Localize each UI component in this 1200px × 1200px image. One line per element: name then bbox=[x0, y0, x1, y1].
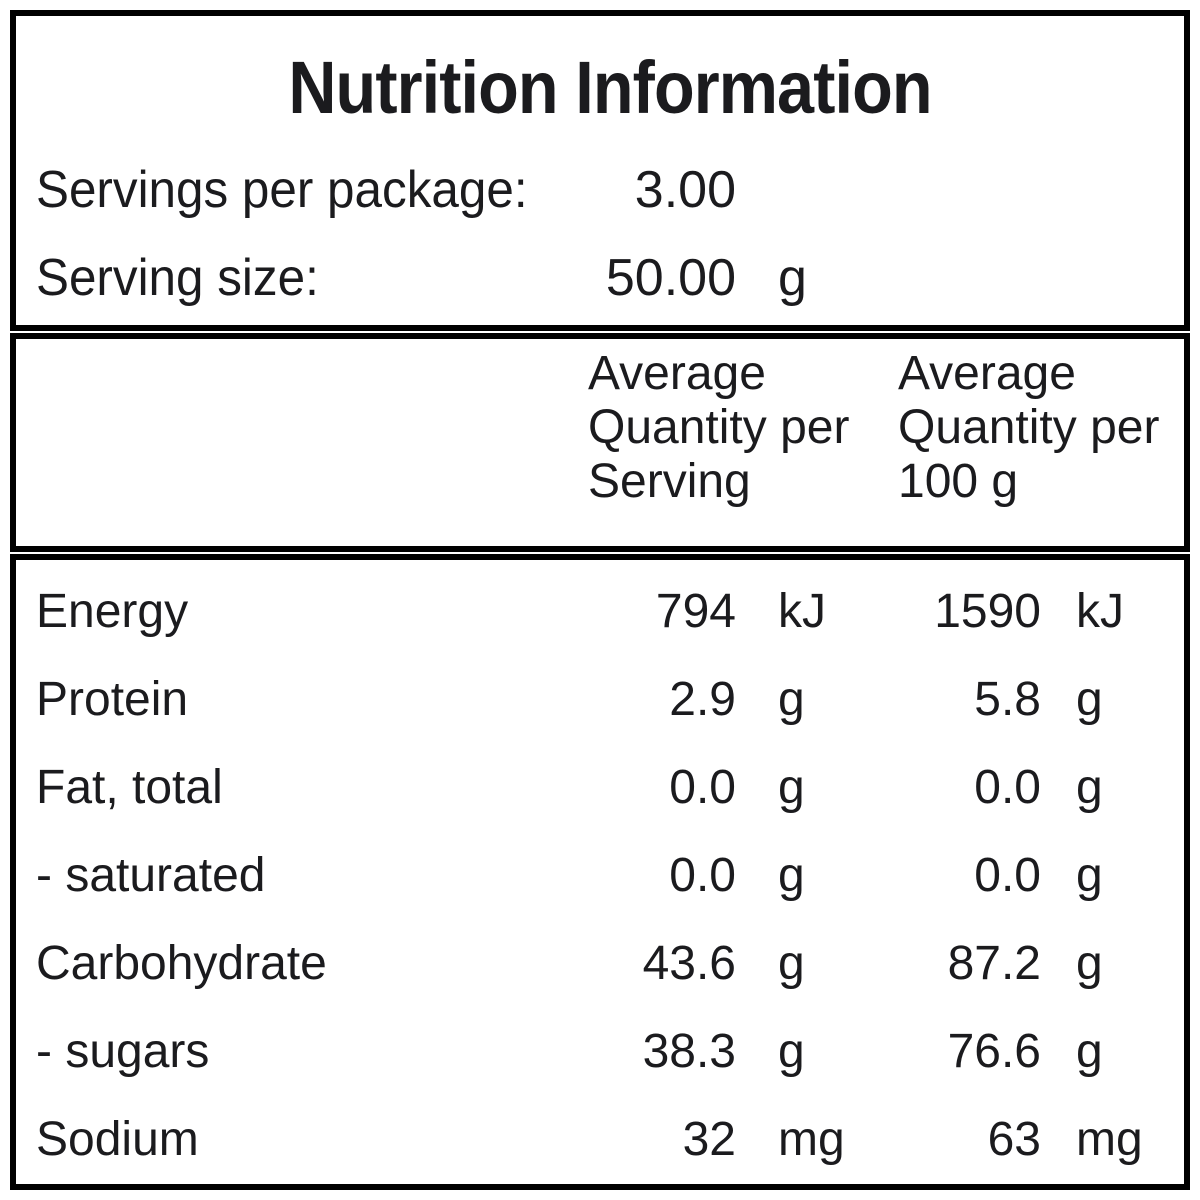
per-100g-value: 76.6 bbox=[947, 1025, 1041, 1078]
per-serving-unit: g bbox=[778, 937, 805, 990]
per-serving-column-header: Average Quantity per Serving bbox=[576, 347, 866, 509]
per-serving-value: 794 bbox=[655, 585, 736, 638]
serving-size-value: 50.00 bbox=[605, 249, 736, 307]
per-100g-value: 5.8 bbox=[974, 673, 1041, 726]
per-serving-value: 2.9 bbox=[669, 673, 736, 726]
per-serving-unit: g bbox=[778, 761, 805, 814]
per-serving-unit: g bbox=[778, 673, 805, 726]
per-serving-value: 43.6 bbox=[642, 937, 736, 990]
per-100g-column-header: Average Quantity per 100 g bbox=[866, 347, 1184, 509]
table-row-fat-total: Fat, total 0.0 g 0.0 g bbox=[36, 744, 1184, 832]
nutrient-name: Energy bbox=[36, 585, 189, 638]
servings-per-package-label: Servings per package: bbox=[36, 161, 528, 219]
serving-size-label: Serving size: bbox=[36, 249, 319, 307]
per-100g-unit: g bbox=[1076, 849, 1103, 902]
per-serving-header-line: Serving bbox=[588, 455, 751, 508]
per-100g-header-line: Quantity per bbox=[898, 401, 1160, 454]
nutrient-name: Sodium bbox=[36, 1113, 199, 1166]
nutrient-name: - sugars bbox=[36, 1025, 210, 1078]
serving-info-section: Nutrition Information Servings per packa… bbox=[10, 10, 1190, 331]
per-100g-value: 63 bbox=[987, 1113, 1041, 1166]
per-serving-unit: g bbox=[778, 849, 805, 902]
table-row-sugars: - sugars 38.3 g 76.6 g bbox=[36, 1008, 1184, 1096]
per-100g-header-line: 100 g bbox=[898, 455, 1019, 508]
nutrition-label: Nutrition Information Servings per packa… bbox=[10, 10, 1190, 1190]
per-100g-unit: g bbox=[1076, 673, 1103, 726]
table-row-energy: Energy 794 kJ 1590 kJ bbox=[36, 568, 1184, 656]
column-header-grid: Average Quantity per Serving Average Qua… bbox=[36, 347, 1184, 509]
per-serving-header-line: Quantity per bbox=[588, 401, 850, 454]
per-serving-header-line: Average bbox=[588, 347, 766, 400]
per-serving-unit: kJ bbox=[778, 585, 826, 638]
per-serving-value: 0.0 bbox=[669, 761, 736, 814]
per-100g-value: 0.0 bbox=[974, 761, 1041, 814]
per-100g-unit: g bbox=[1076, 937, 1103, 990]
per-100g-unit: mg bbox=[1076, 1113, 1143, 1166]
serving-size-unit: g bbox=[778, 249, 807, 307]
per-100g-value: 87.2 bbox=[947, 937, 1041, 990]
table-row-carbohydrate: Carbohydrate 43.6 g 87.2 g bbox=[36, 920, 1184, 1008]
servings-per-package-value: 3.00 bbox=[634, 161, 736, 219]
per-100g-unit: g bbox=[1076, 1025, 1103, 1078]
nutrient-name: Carbohydrate bbox=[36, 937, 327, 990]
nutrient-name: Fat, total bbox=[36, 761, 223, 814]
column-header-section: Average Quantity per Serving Average Qua… bbox=[10, 333, 1190, 552]
per-100g-unit: g bbox=[1076, 761, 1103, 814]
per-serving-value: 38.3 bbox=[642, 1025, 736, 1078]
per-serving-unit: mg bbox=[778, 1113, 845, 1166]
table-row-saturated: - saturated 0.0 g 0.0 g bbox=[36, 832, 1184, 920]
nutrient-name: Protein bbox=[36, 673, 189, 726]
per-100g-unit: kJ bbox=[1076, 585, 1124, 638]
per-100g-value: 0.0 bbox=[974, 849, 1041, 902]
per-serving-value: 32 bbox=[682, 1113, 736, 1166]
column-header-spacer bbox=[36, 347, 576, 509]
nutrient-name: - saturated bbox=[36, 849, 266, 902]
nutrient-table-section: Energy 794 kJ 1590 kJ Protein 2.9 g 5.8 … bbox=[10, 554, 1190, 1190]
per-100g-value: 1590 bbox=[934, 585, 1041, 638]
per-serving-unit: g bbox=[778, 1025, 805, 1078]
per-serving-value: 0.0 bbox=[669, 849, 736, 902]
serving-size-row: Serving size: 50.00 g bbox=[36, 252, 1184, 304]
table-row-sodium: Sodium 32 mg 63 mg bbox=[36, 1096, 1184, 1184]
per-100g-header-line: Average bbox=[898, 347, 1076, 400]
servings-per-package-row: Servings per package: 3.00 bbox=[36, 164, 1184, 216]
label-title: Nutrition Information bbox=[288, 46, 932, 129]
table-row-protein: Protein 2.9 g 5.8 g bbox=[36, 656, 1184, 744]
